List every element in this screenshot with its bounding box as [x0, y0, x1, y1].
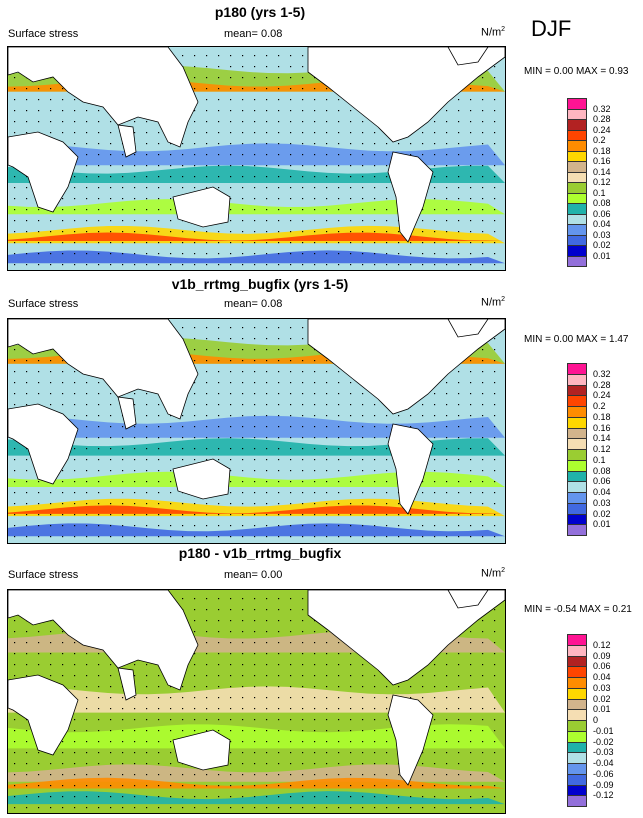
level-label: 0.04 — [593, 219, 611, 229]
level-label: 0.01 — [593, 519, 611, 530]
level-label: 0.12 — [593, 639, 611, 650]
level-label: 0.32 — [593, 368, 611, 379]
color-label-bar: 0.32 0.28 0.24 0.2 0.18 0.16 0.14 0.12 0.1 0.08 0.… — [567, 363, 627, 536]
color-swatch — [567, 255, 587, 267]
variable-label: Surface stress — [8, 28, 79, 40]
level-label: 0.12 — [593, 177, 611, 187]
level-label: 0.06 — [593, 661, 611, 672]
map-svg — [7, 318, 506, 543]
level-label: 0.14 — [593, 166, 611, 177]
level-label: 0.03 — [593, 229, 611, 240]
level-label: -0.02 — [593, 736, 614, 747]
color-label-bar: 0.32 0.28 0.24 0.2 0.18 0.16 0.14 0.12 0.1 0.08 0.… — [567, 98, 627, 267]
level-label: -0.12 — [593, 790, 614, 801]
level-label: -0.06 — [593, 768, 614, 779]
map-panel — [7, 318, 506, 544]
level-label: 0.12 — [593, 444, 611, 454]
level-label: -0.04 — [593, 758, 614, 768]
season-label: DJF — [531, 16, 572, 41]
mean-label: mean= 0.08 — [224, 28, 283, 40]
level-label: -0.03 — [593, 747, 614, 758]
level-label: 0.02 — [593, 693, 611, 704]
level-label: 0.1 — [593, 454, 606, 465]
level-label: 0.04 — [593, 672, 611, 682]
level-label: 0.14 — [593, 433, 611, 444]
min-max-label: MIN = 0.00 MAX = 1.47 — [524, 334, 629, 345]
level-label: 0.08 — [593, 198, 611, 208]
level-label: 0 — [593, 715, 599, 725]
level-label: 0.03 — [593, 497, 611, 508]
color-swatch — [567, 524, 587, 536]
level-label: 0.2 — [593, 135, 606, 145]
level-label: 0.06 — [593, 208, 611, 219]
map-svg — [7, 46, 506, 270]
map-panel — [7, 589, 506, 814]
level-label: 0.04 — [593, 487, 611, 497]
level-label: 0.02 — [593, 240, 611, 250]
level-label: 0.02 — [593, 508, 611, 519]
level-label: 0.06 — [593, 476, 611, 487]
panel-title: p180 - v1b_rrtmg_bugfix — [178, 545, 342, 561]
color-swatch — [567, 795, 587, 807]
level-label: 0.1 — [593, 187, 606, 198]
level-label: 0.18 — [593, 145, 611, 156]
level-label: 0.28 — [593, 114, 611, 124]
level-label: 0.28 — [593, 379, 611, 390]
level-label: 0.01 — [593, 704, 611, 715]
level-label: 0.24 — [593, 124, 611, 135]
units-label: N/m2 — [481, 567, 506, 580]
units-label: N/m2 — [481, 26, 506, 39]
min-max-label: MIN = 0.00 MAX = 0.93 — [524, 66, 629, 77]
level-label: 0.2 — [593, 401, 606, 411]
units-label: N/m2 — [481, 296, 506, 309]
level-label: -0.09 — [593, 779, 614, 790]
variable-label: Surface stress — [8, 298, 79, 310]
min-max-label: MIN = -0.54 MAX = 0.21 — [524, 604, 632, 615]
mean-label: mean= 0.00 — [224, 569, 283, 581]
level-label: 0.08 — [593, 465, 611, 476]
level-label: 0.01 — [593, 250, 611, 261]
map-svg — [7, 589, 506, 813]
panel-title: p180 (yrs 1-5) — [214, 4, 306, 20]
level-label: 0.03 — [593, 682, 611, 693]
level-label: 0.16 — [593, 422, 611, 433]
color-label-bar: 0.12 0.09 0.06 0.04 0.03 0.02 0.01 0 -0.01 -0.02-… — [567, 634, 627, 807]
mean-label: mean= 0.08 — [224, 298, 283, 310]
level-label: 0.09 — [593, 650, 611, 661]
level-label: 0.24 — [593, 390, 611, 401]
level-label: 0.18 — [593, 411, 611, 422]
map-panel — [7, 46, 506, 271]
variable-label: Surface stress — [8, 569, 79, 581]
level-label: -0.01 — [593, 725, 614, 736]
level-label: 0.32 — [593, 103, 611, 114]
panel-title: v1b_rrtmg_bugfix (yrs 1-5) — [171, 276, 349, 292]
level-label: 0.16 — [593, 156, 611, 166]
